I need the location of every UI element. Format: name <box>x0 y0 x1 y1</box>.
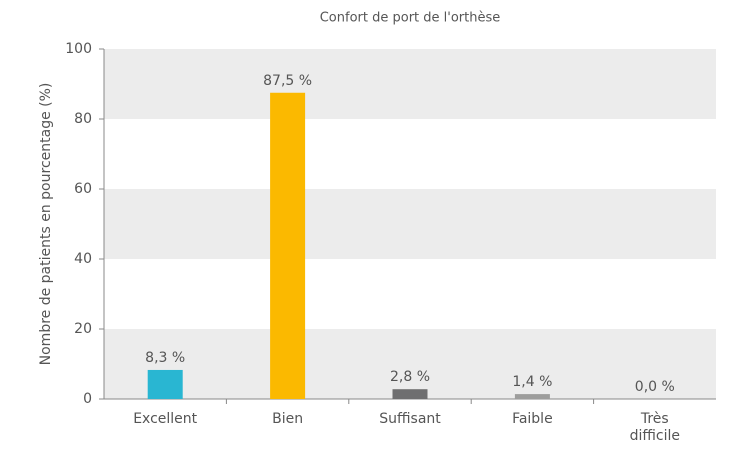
x-tick-label: Excellent <box>133 411 198 427</box>
y-tick-label: 60 <box>74 181 92 197</box>
value-label: 2,8 % <box>390 369 430 385</box>
bar <box>147 369 183 399</box>
y-axis-label: Nombre de patients en pourcentage (%) <box>38 83 54 366</box>
bar <box>392 389 428 399</box>
y-tick-label: 80 <box>74 111 92 127</box>
y-tick-label: 100 <box>65 41 92 57</box>
y-tick-label: 20 <box>74 321 92 337</box>
bar <box>514 394 550 399</box>
x-tick-label: Bien <box>272 411 304 427</box>
x-tick-label: Très difficile <box>629 411 680 444</box>
y-tick-label: 0 <box>83 391 92 407</box>
bar <box>270 92 306 399</box>
value-label: 87,5 % <box>263 73 312 89</box>
grid-band <box>104 329 716 399</box>
x-tick-label: Faible <box>512 411 553 427</box>
y-tick-label: 40 <box>74 251 92 267</box>
grid-band <box>104 49 716 119</box>
x-tick-label: Suffisant <box>379 411 441 427</box>
value-label: 0,0 % <box>635 379 675 395</box>
value-label: 8,3 % <box>145 350 185 366</box>
value-label: 1,4 % <box>512 374 552 390</box>
grid-band <box>104 189 716 259</box>
chart-title: Confort de port de l'orthèse <box>320 11 501 26</box>
